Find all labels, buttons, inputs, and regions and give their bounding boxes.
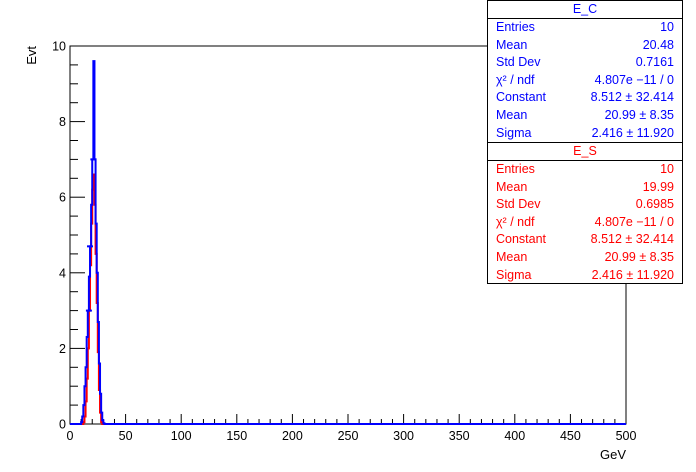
stats-row: Mean 20.99 ± 8.35 (488, 107, 682, 125)
stats-value: 10 (660, 162, 674, 176)
stats-label: Constant (496, 232, 547, 247)
stats-value: 20.48 (642, 37, 674, 52)
x-tick-label: 500 (616, 429, 637, 443)
y-tick-label: 0 (59, 418, 66, 432)
axes: 0 50 100 150 200 250 300 350 400 450 500 0 2 4 6 8 10 (52, 40, 636, 444)
y-tick-label: 6 (59, 191, 66, 205)
stats-box-e-c: E_C Entries 10 Mean 20.48 Std Dev 0.7161 χ² / … (487, 0, 683, 143)
stats-label: Mean (496, 107, 528, 122)
y-tick-label: 10 (52, 40, 66, 54)
stats-label: Sigma (496, 267, 532, 282)
stats-value: 2.416 ± 11.920 (591, 267, 674, 282)
x-tick-label: 0 (67, 429, 74, 443)
stats-label: Std Dev (496, 55, 541, 70)
stats-label: χ² / ndf (496, 72, 535, 87)
stats-value: 20.99 ± 8.35 (604, 249, 674, 264)
x-tick-label: 150 (226, 429, 247, 443)
x-tick-label: 400 (504, 429, 525, 443)
stats-value: 8.512 ± 32.414 (590, 90, 674, 105)
y-tick-label: 2 (59, 342, 66, 356)
stats-row: Entries 10 (488, 19, 682, 37)
stats-value: 2.416 ± 11.920 (591, 125, 674, 140)
x-tick-label: 250 (338, 429, 359, 443)
stats-value: 19.99 (642, 179, 674, 194)
stats-row: Constant 8.512 ± 32.414 (488, 89, 682, 107)
stats-label: Constant (496, 90, 547, 105)
stats-row: Mean 20.48 (488, 37, 682, 55)
stats-row: Entries 10 (488, 161, 682, 179)
x-tick-label: 300 (393, 429, 414, 443)
stats-label: Mean (496, 179, 528, 194)
stats-value: 0.7161 (635, 55, 674, 70)
x-tick-label: 200 (282, 429, 303, 443)
stats-title: E_S (488, 143, 682, 161)
x-tick-label: 50 (119, 429, 133, 443)
stats-label: Std Dev (496, 197, 541, 212)
stats-box-e-s: E_S Entries 10 Mean 19.99 Std Dev 0.6985 χ² / … (487, 142, 683, 284)
stats-value: 10 (660, 20, 674, 34)
stats-label: Mean (496, 37, 528, 52)
stats-label: Mean (496, 249, 528, 264)
x-axis-label: GeV (600, 447, 626, 462)
stats-row: Sigma 2.416 ± 11.920 (488, 125, 682, 143)
stats-value: 0.6985 (635, 197, 674, 212)
stats-row: Sigma 2.416 ± 11.920 (488, 267, 682, 285)
stats-row: χ² / ndf 4.807e −11 / 0 (488, 214, 682, 232)
stats-label: χ² / ndf (496, 214, 535, 229)
stats-value: 8.512 ± 32.414 (590, 232, 674, 247)
y-tick-label: 4 (59, 266, 66, 280)
series-layer (70, 60, 626, 425)
stats-title: E_C (488, 1, 682, 19)
x-tick-label: 100 (171, 429, 192, 443)
stats-value: 4.807e −11 / 0 (594, 72, 674, 87)
stats-row: χ² / ndf 4.807e −11 / 0 (488, 72, 682, 90)
stats-label: Entries (496, 162, 535, 176)
stats-row: Constant 8.512 ± 32.414 (488, 231, 682, 249)
stats-row: Mean 19.99 (488, 179, 682, 197)
stats-row: Std Dev 0.6985 (488, 196, 682, 214)
stats-value: 4.807e −11 / 0 (594, 214, 674, 229)
x-tick-label: 450 (560, 429, 581, 443)
y-axis-label: Evt (24, 46, 39, 65)
x-tick-label: 350 (449, 429, 470, 443)
stats-row: Std Dev 0.7161 (488, 54, 682, 72)
stats-label: Sigma (496, 125, 532, 140)
histogram-line-e-c (70, 60, 626, 425)
stats-label: Entries (496, 20, 535, 34)
y-tick-label: 8 (59, 115, 66, 129)
stats-row: Mean 20.99 ± 8.35 (488, 249, 682, 267)
stats-value: 20.99 ± 8.35 (604, 107, 674, 122)
